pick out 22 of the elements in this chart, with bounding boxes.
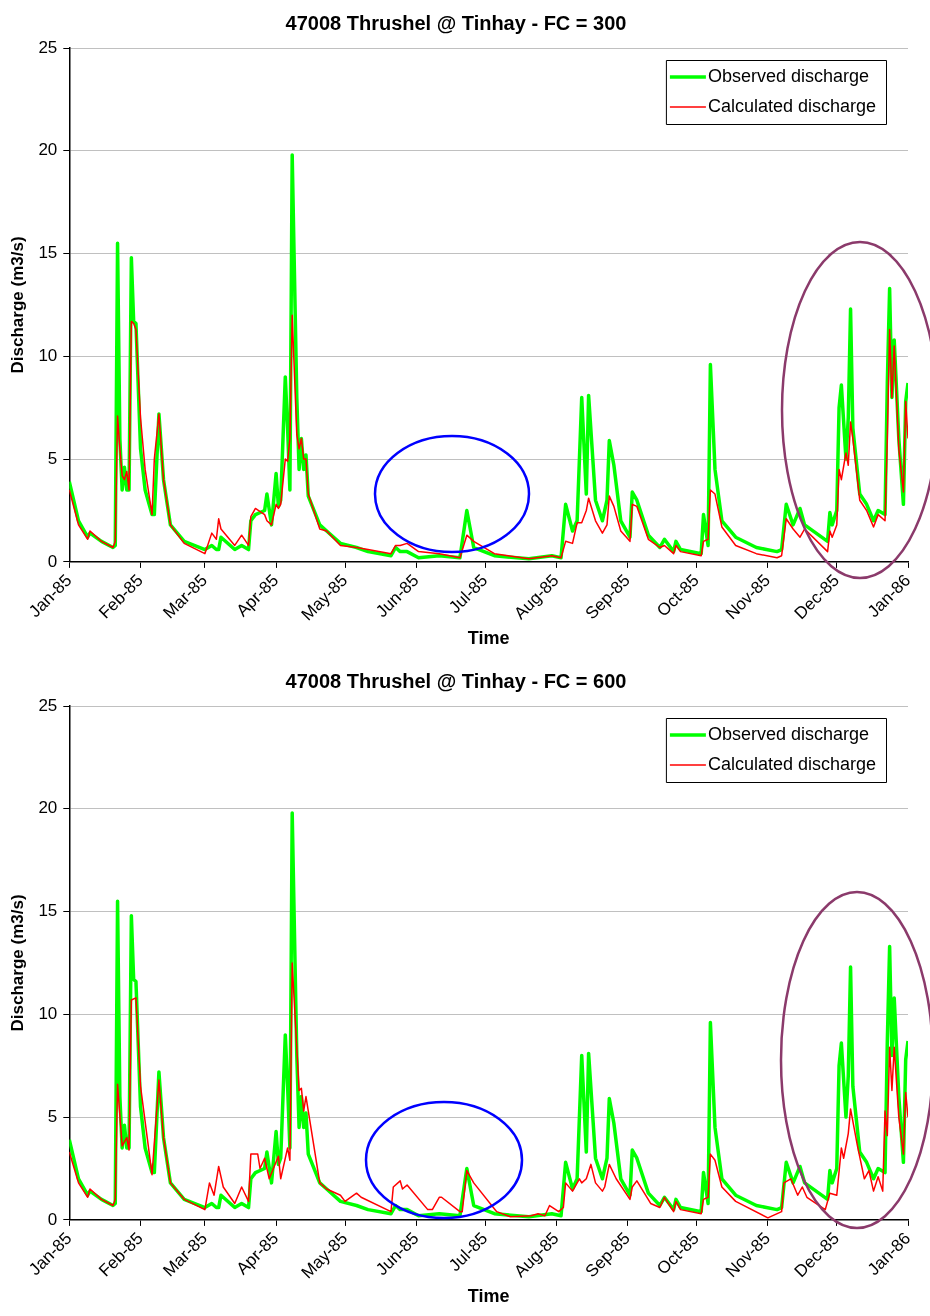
y-tick-label: 25: [38, 37, 58, 57]
y-tick-label: 10: [38, 1004, 58, 1024]
y-tick-label: 0: [47, 1209, 58, 1229]
chart-title: 47008 Thrushel @ Tinhay - FC = 300: [285, 11, 627, 34]
x-axis-title: Time: [467, 628, 510, 649]
legend-label: Observed discharge: [707, 723, 869, 744]
y-tick-label: 10: [38, 346, 58, 366]
y-tick-label: 0: [47, 551, 58, 571]
y-axis-title: Discharge (m3/s): [7, 894, 27, 1032]
chart-title: 47008 Thrushel @ Tinhay - FC = 600: [285, 669, 627, 692]
y-tick-label: 20: [38, 798, 58, 818]
legend-label: Calculated discharge: [707, 753, 877, 774]
legend-label: Observed discharge: [707, 65, 869, 86]
legend-label: Calculated discharge: [707, 95, 877, 116]
y-tick-label: 5: [47, 448, 58, 468]
x-axis-title: Time: [467, 1286, 510, 1307]
y-axis-title: Discharge (m3/s): [7, 236, 27, 374]
y-tick-label: 20: [38, 140, 58, 160]
y-tick-label: 15: [38, 901, 58, 921]
y-tick-label: 15: [38, 243, 58, 263]
y-tick-label: 25: [38, 695, 58, 715]
y-tick-label: 5: [47, 1106, 58, 1126]
